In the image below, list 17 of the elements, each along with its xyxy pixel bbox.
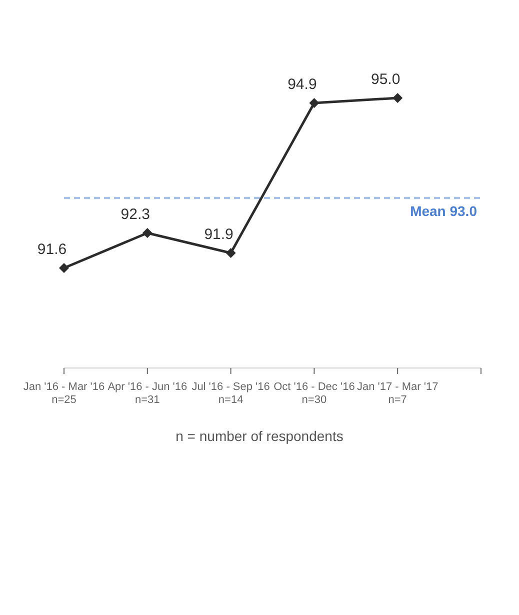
data-label: 91.9 <box>204 226 234 243</box>
point <box>392 93 403 103</box>
x-tick-label: Jan '17 - Mar '17 n=7 <box>356 381 438 406</box>
data-label: 95.0 <box>371 71 400 88</box>
x-tick-label: Jul '16 - Sep '16 n=14 <box>192 381 270 406</box>
point <box>142 228 152 238</box>
text: n = number of respondents <box>174 428 344 444</box>
point <box>309 98 320 108</box>
point <box>59 263 69 273</box>
x-tick-label: Oct '16 - Dec '16 n=30 <box>274 381 355 406</box>
ref-line-label: Mean 93.0 <box>410 203 478 219</box>
data-label: 92.3 <box>120 206 150 223</box>
x-tick-label: Apr '16 - Jun '16 n=31 <box>108 381 188 406</box>
data-label: 91.6 <box>37 241 67 258</box>
x-tick-label: Jan '16 - Mar '16 n=25 <box>23 381 105 406</box>
data-label: 94.9 <box>288 76 317 93</box>
point <box>226 248 236 258</box>
